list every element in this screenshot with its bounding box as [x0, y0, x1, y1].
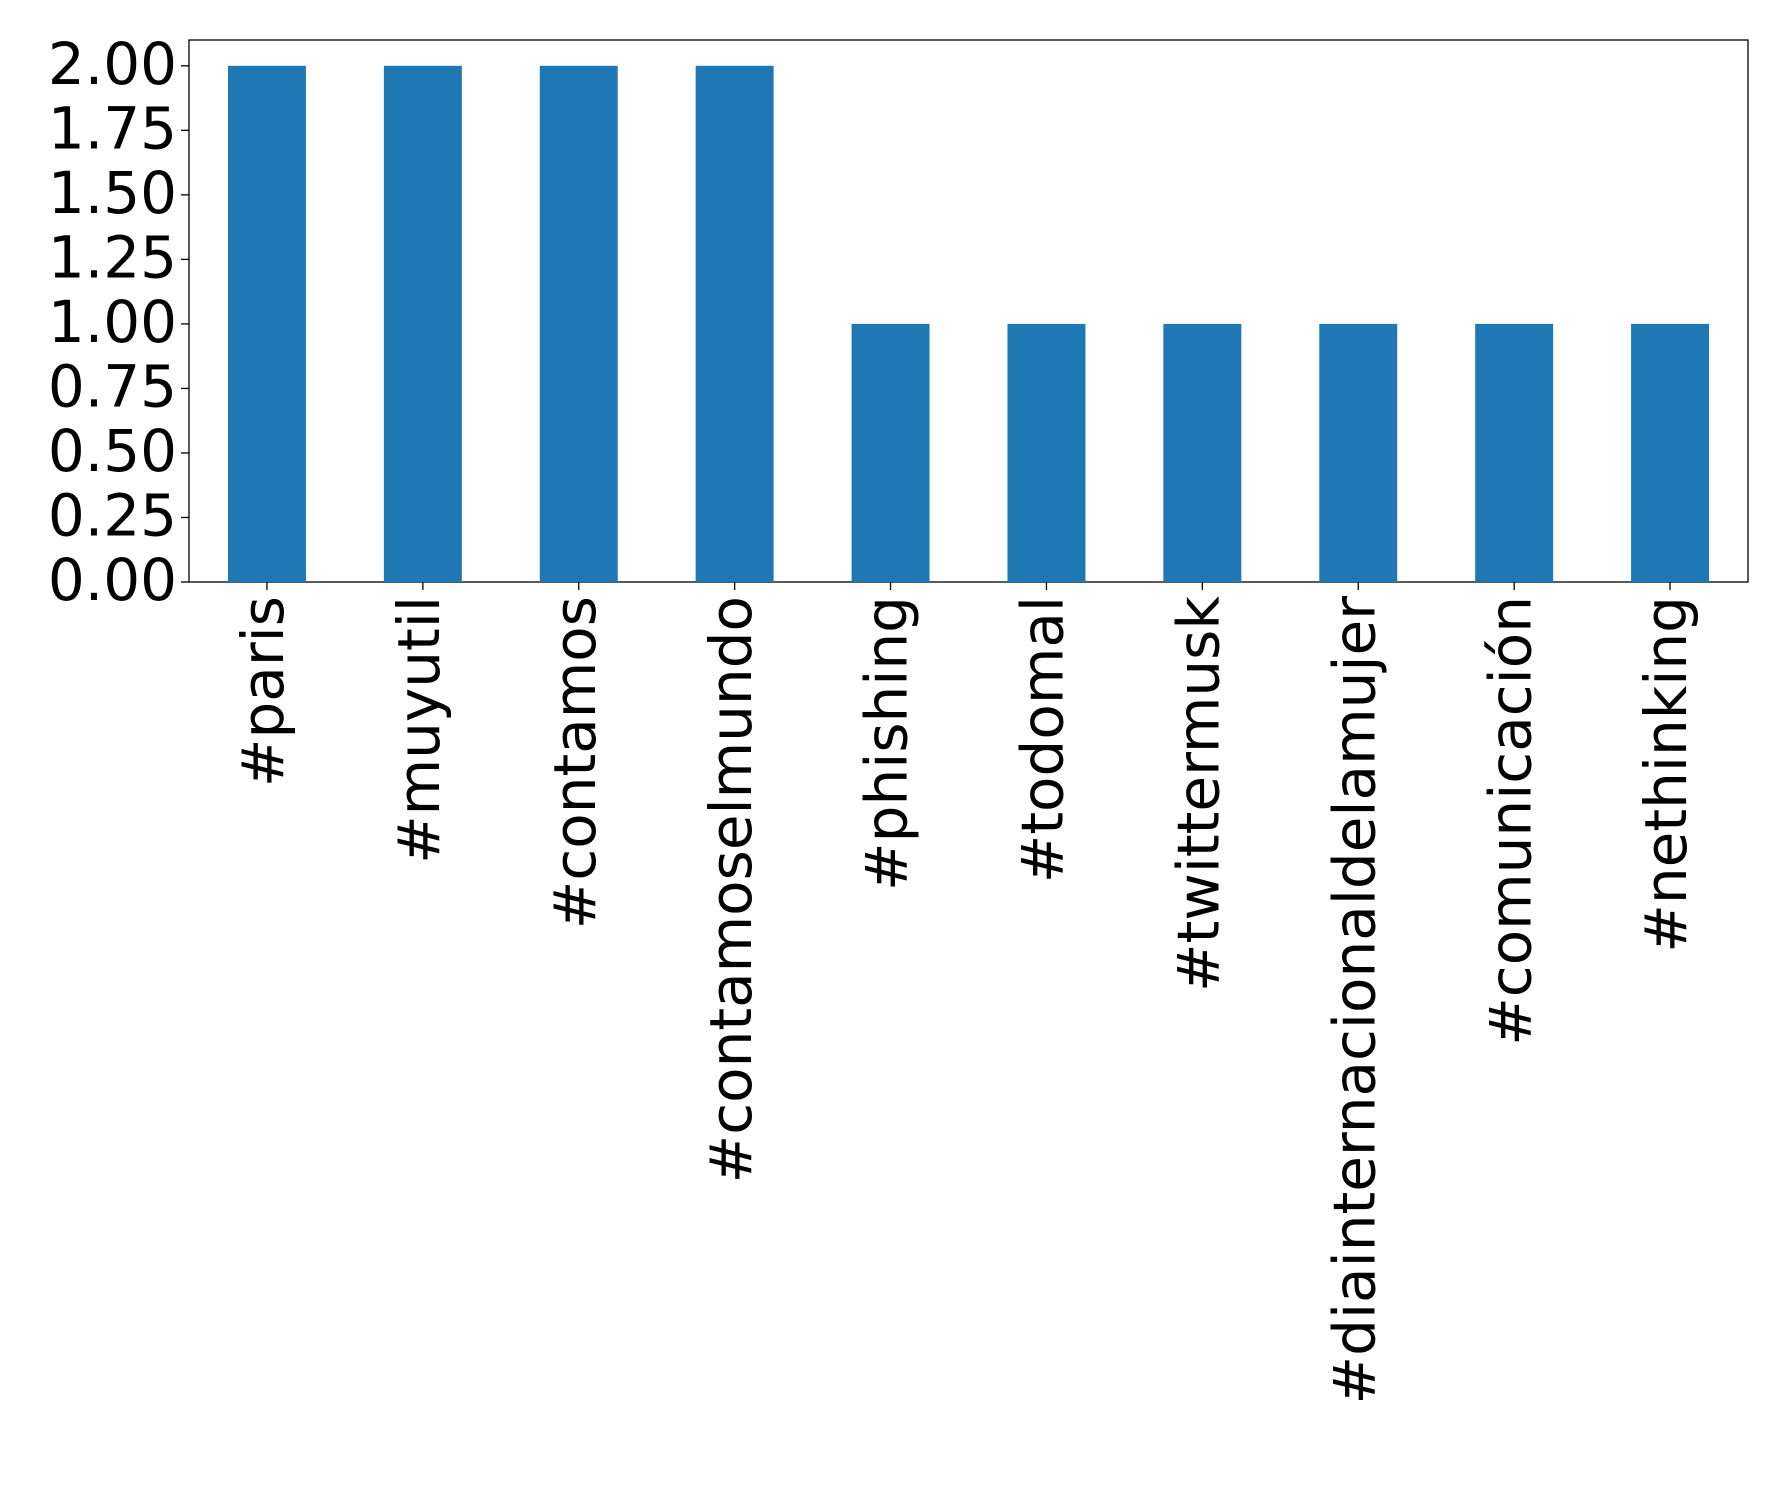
plot-frame — [188, 39, 1749, 583]
bar — [1631, 323, 1710, 582]
y-tick-label: 1.75 — [48, 94, 177, 162]
y-tick-label: 1.50 — [48, 159, 177, 227]
x-tick-label: #paris — [229, 596, 297, 787]
bar — [1163, 323, 1242, 582]
bar — [383, 65, 462, 583]
y-tick-label: 0.25 — [48, 482, 177, 550]
bar — [1475, 323, 1554, 582]
x-tick-label: #diainternacionaldelamujer — [1320, 596, 1388, 1405]
bar — [1007, 323, 1086, 582]
bar — [1319, 323, 1398, 582]
y-tick-label: 0.00 — [48, 546, 177, 614]
x-tick-label: #twittermusk — [1164, 596, 1232, 992]
bar — [695, 65, 774, 583]
bar — [227, 65, 306, 583]
bar — [539, 65, 618, 583]
x-tick-label: #nethinking — [1632, 596, 1700, 953]
y-tick-label: 0.50 — [48, 417, 177, 485]
x-tick-label: #todomal — [1009, 596, 1077, 883]
y-tick-label: 0.75 — [48, 353, 177, 421]
y-tick-label: 1.00 — [48, 288, 177, 356]
y-tick-label: 2.00 — [48, 30, 177, 98]
x-tick-label: #phishing — [853, 596, 921, 891]
y-tick-label: 1.25 — [48, 223, 177, 291]
bar — [851, 323, 930, 582]
x-tick-label: #contamoselmundo — [697, 596, 765, 1183]
x-tick-label: #contamos — [541, 596, 609, 929]
x-tick-label: #muyutil — [385, 596, 453, 864]
x-tick-label: #comunicación — [1476, 596, 1544, 1046]
